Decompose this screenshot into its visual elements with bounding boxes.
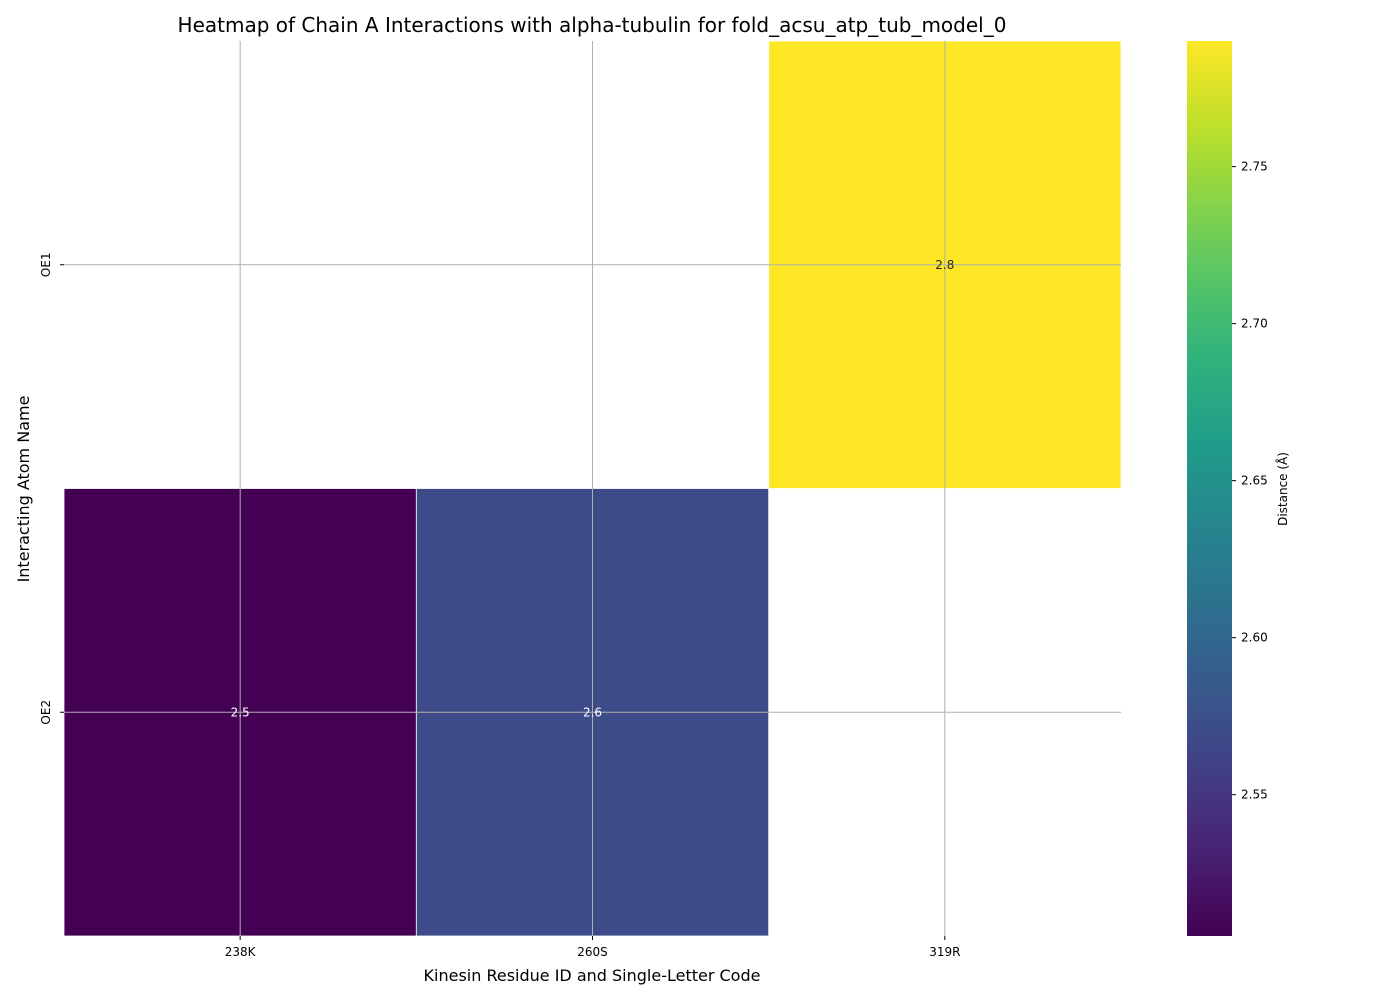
colorbar-ticks: 2.55 2.60 2.65 2.70 2.75 [1232,160,1268,802]
colorbar-tick-label: 2.60 [1241,631,1268,645]
cell-value-label: 2.5 [231,705,250,719]
gridlines [64,41,1121,936]
x-axis-ticks: 238K 260S 319R [225,936,960,959]
y-tick-label: OE2 [39,700,53,725]
colorbar-tick-label: 2.70 [1241,317,1268,331]
x-tick-label: 260S [577,945,608,959]
colorbar-tick-label: 2.65 [1241,474,1268,488]
colorbar-tick-label: 2.75 [1241,160,1268,174]
y-axis-label: Interacting Atom Name [14,396,33,583]
x-tick-label: 238K [225,945,257,959]
y-axis-ticks: OE1 OE2 [39,252,64,725]
colorbar-label: Distance (Å) [1275,452,1290,526]
colorbar-tick-label: 2.55 [1241,788,1268,802]
x-axis-label: Kinesin Residue ID and Single-Letter Cod… [424,966,761,985]
y-tick-label: OE1 [39,252,53,277]
chart-title: Heatmap of Chain A Interactions with alp… [178,13,1007,37]
x-tick-label: 319R [929,945,960,959]
colorbar [1187,41,1232,936]
cell-value-label: 2.8 [935,258,954,272]
cell-value-label: 2.6 [583,705,602,719]
cell-annotations: 2.8 2.5 2.6 [231,258,955,720]
